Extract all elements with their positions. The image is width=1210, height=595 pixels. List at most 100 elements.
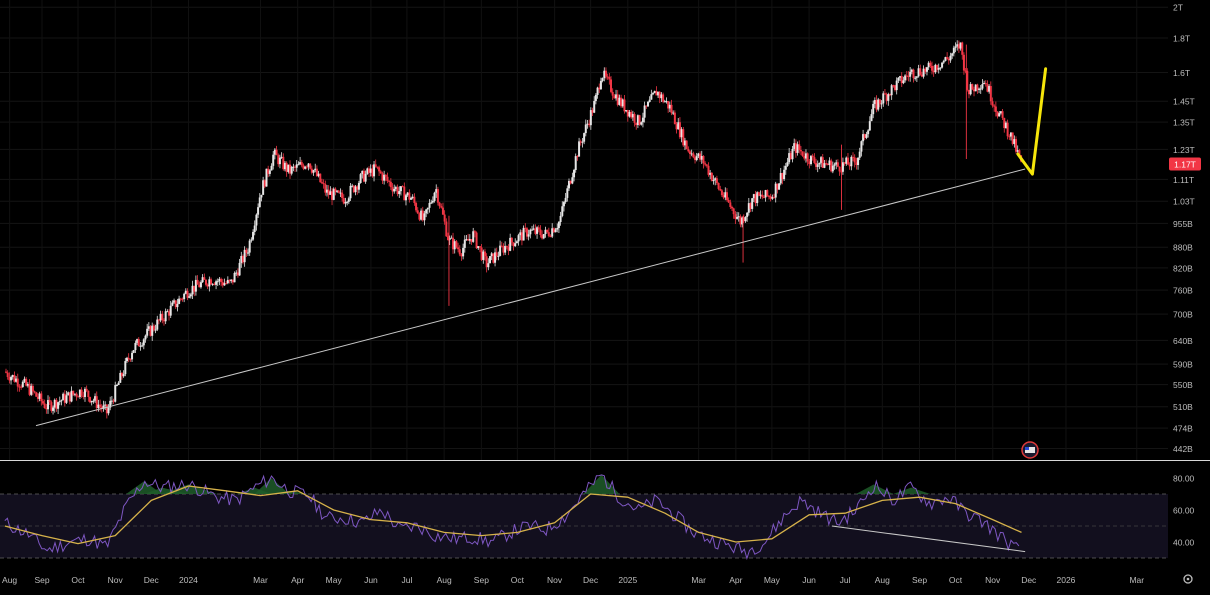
candle-up [640, 122, 643, 125]
candle-down [549, 235, 552, 237]
candle-up [53, 399, 56, 408]
candle-up [709, 172, 712, 175]
candle-up [218, 278, 221, 282]
candle-up [544, 229, 547, 235]
candle-up [823, 163, 826, 168]
candle-up [868, 121, 871, 131]
candle-up [714, 178, 717, 181]
candle-up [317, 173, 320, 177]
candle-up [346, 201, 349, 203]
candle-up [586, 123, 589, 125]
candle-up [119, 372, 122, 383]
candle-up [339, 192, 342, 194]
candle-up [895, 80, 898, 91]
candle-up [942, 60, 945, 63]
candle-down [181, 298, 184, 300]
candle-up [532, 228, 535, 230]
candle-up [21, 381, 24, 387]
candle-down [470, 239, 473, 242]
candle-up [52, 407, 55, 411]
candle-down [964, 70, 967, 72]
candle-down [441, 207, 444, 215]
candle-up [280, 156, 283, 158]
candle-up [566, 188, 569, 198]
candle-up [433, 192, 436, 201]
candle-down [327, 189, 330, 195]
candle-up [151, 325, 154, 336]
candle-up [410, 198, 413, 200]
candle-up [744, 216, 747, 222]
candle-down [789, 153, 792, 160]
candle-down [168, 311, 171, 316]
candle-down [710, 172, 713, 181]
candle-down [853, 157, 856, 163]
candle-down [28, 383, 31, 395]
candle-up [26, 383, 29, 386]
candle-up [988, 86, 991, 92]
candle-down [31, 385, 34, 392]
candle-down [885, 94, 888, 101]
candle-down [149, 326, 152, 336]
candle-up [596, 87, 599, 95]
projection-drawing[interactable] [1016, 67, 1048, 176]
candle-down [781, 173, 784, 180]
candle-up [344, 202, 347, 204]
candle-down [852, 156, 855, 158]
candle-down [541, 234, 544, 239]
candle-down [924, 68, 927, 72]
candle-down [705, 164, 708, 166]
candle-up [979, 88, 982, 90]
candle-up [361, 170, 364, 175]
support-trendline[interactable] [35, 168, 1026, 427]
candle-up [23, 378, 26, 382]
candle-up [188, 296, 191, 298]
candle-down [821, 157, 824, 168]
candle-up [831, 165, 834, 172]
candle-up [939, 67, 942, 69]
candle-down [749, 203, 752, 209]
candle-up [134, 342, 137, 351]
candle-down [179, 298, 182, 300]
last-price-label: 1.17T [1174, 159, 1196, 169]
time-tick-label: Aug [875, 575, 890, 585]
candle-up [529, 229, 532, 235]
candle-down [546, 229, 549, 233]
candle-down [598, 87, 601, 90]
candle-down [608, 76, 611, 80]
candle-down [991, 101, 994, 106]
candle-down [99, 404, 102, 407]
candle-up [364, 173, 367, 182]
candle-up [756, 192, 759, 204]
candle-down [289, 164, 292, 174]
rsi-divergence-line[interactable] [831, 525, 1026, 553]
candle-down [341, 192, 344, 199]
candle-down [440, 206, 443, 208]
candle-up [426, 207, 429, 210]
candle-down [391, 187, 394, 192]
candle-down [137, 339, 140, 347]
rsi-ma-line [4, 485, 1022, 545]
candle-down [616, 94, 619, 105]
candle-up [58, 401, 61, 403]
candle-up [248, 240, 251, 253]
candle-up [146, 328, 149, 336]
candle-up [398, 191, 401, 195]
candle-up [914, 77, 917, 79]
candle-up [522, 227, 525, 241]
price-tick-label: 550B [1173, 380, 1193, 390]
candle-up [132, 350, 135, 353]
price-tick-label: 820B [1173, 263, 1193, 273]
candle-up [109, 400, 112, 408]
candle-down [55, 399, 58, 409]
candle-down [492, 253, 495, 263]
candle-up [126, 357, 129, 362]
candle-down [204, 279, 207, 285]
candle-down [1018, 150, 1021, 156]
candle-up [144, 335, 147, 340]
candle-up [290, 166, 293, 174]
gear-icon[interactable] [1183, 574, 1193, 584]
candle-up [110, 400, 113, 402]
candle-up [796, 144, 799, 153]
